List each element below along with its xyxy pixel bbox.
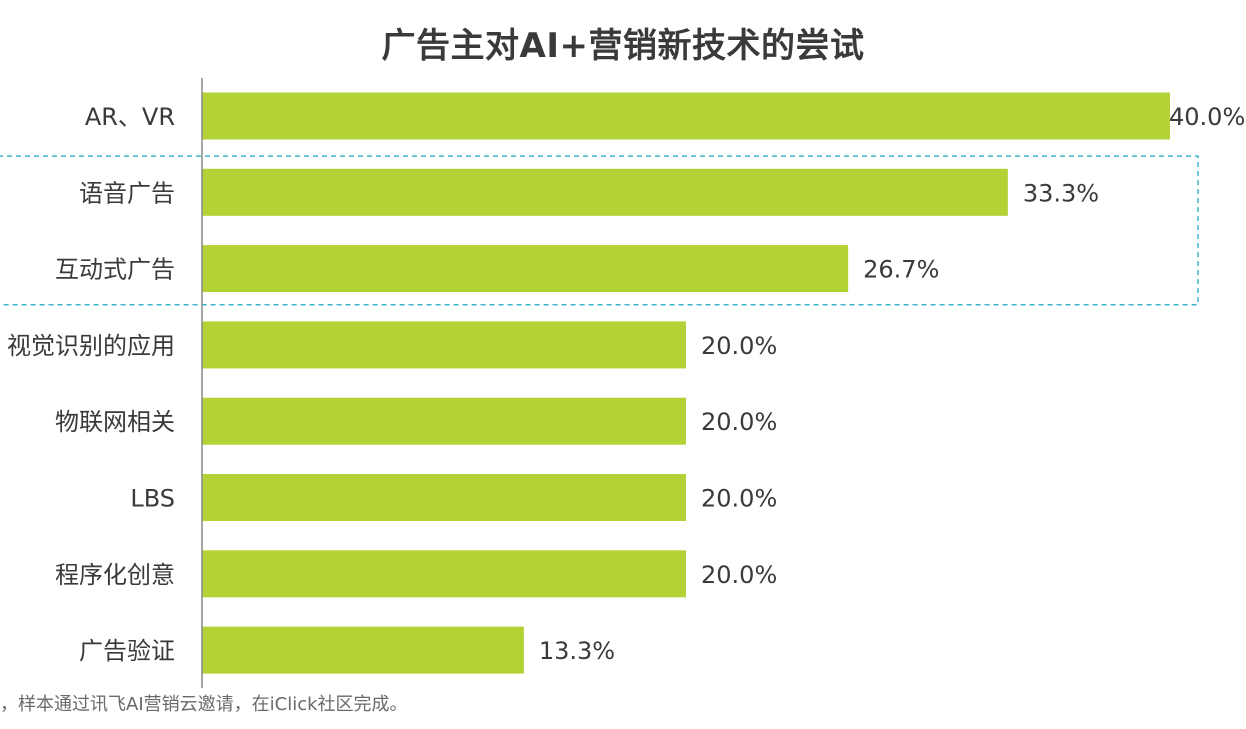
value-label: 26.7% — [863, 256, 939, 284]
bar — [202, 474, 686, 521]
value-label: 40.0% — [1169, 103, 1245, 131]
chart-title: 广告主对AI+营销新技术的尝试 — [381, 26, 865, 66]
value-label: 13.3% — [539, 637, 615, 665]
category-label: 广告验证 — [79, 637, 175, 665]
value-label: 20.0% — [701, 408, 777, 436]
category-label: AR、VR — [85, 103, 175, 131]
bar — [202, 168, 1008, 216]
category-label: LBS — [130, 485, 175, 513]
bar — [202, 626, 524, 674]
bar — [202, 321, 686, 369]
category-label: 互动式广告 — [55, 256, 175, 284]
value-label: 20.0% — [701, 485, 777, 513]
bar — [202, 245, 849, 293]
value-label: 20.0% — [701, 332, 777, 360]
bar — [202, 397, 686, 445]
highlight-box — [0, 155, 1199, 306]
category-label: 视觉识别的应用 — [7, 332, 175, 360]
footnote: ，样本通过讯飞AI营销云邀请，在iClick社区完成。 — [0, 694, 408, 715]
value-label: 33.3% — [1023, 179, 1099, 207]
category-label: 程序化创意 — [55, 561, 175, 589]
value-label: 20.0% — [701, 561, 777, 589]
bar — [202, 92, 1170, 140]
category-label: 语音广告 — [79, 179, 175, 207]
category-label: 物联网相关 — [55, 408, 175, 436]
bar — [202, 550, 686, 598]
